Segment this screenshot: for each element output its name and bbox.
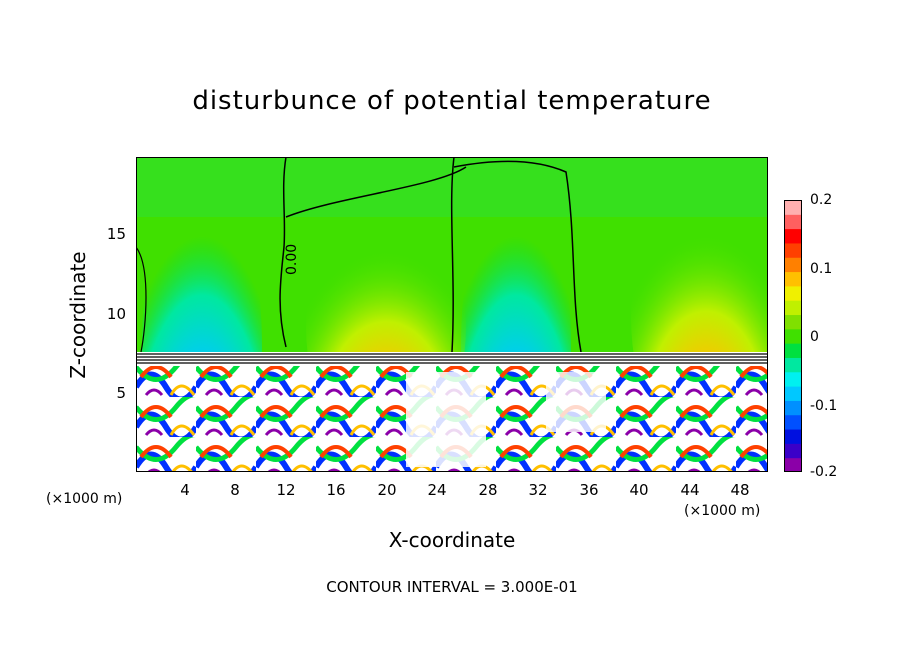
x-unit-label: (×1000 m) xyxy=(684,503,761,519)
colorbar-frame xyxy=(784,200,802,472)
x-tick-label: 40 xyxy=(629,481,649,499)
y-tick-label: 10 xyxy=(106,305,126,323)
zero-contour-2 xyxy=(450,157,455,353)
colorbar-tick: -0.1 xyxy=(810,398,838,414)
colorbar-swatch xyxy=(784,285,802,301)
contour-plot: 0.00 xyxy=(136,157,768,472)
contour-label-0: 0.00 xyxy=(284,244,300,275)
colorbar-swatch xyxy=(784,457,802,473)
colorbar-tick: -0.2 xyxy=(810,464,838,480)
colorbar-tick: 0.1 xyxy=(810,261,833,277)
x-tick-label: 8 xyxy=(230,481,240,499)
colorbar-swatch xyxy=(784,271,802,287)
colorbar-tick: 0.2 xyxy=(810,192,833,208)
x-tick-label: 24 xyxy=(427,481,447,499)
colorbar-swatch xyxy=(784,414,802,430)
colorbar-swatch xyxy=(784,242,802,258)
y-tick-label: 5 xyxy=(116,384,126,402)
contour-interval-note: CONTOUR INTERVAL = 3.000E-01 xyxy=(326,578,578,596)
x-tick-label: 12 xyxy=(276,481,296,499)
x-tick-label: 16 xyxy=(326,481,346,499)
x-tick-label: 48 xyxy=(730,481,750,499)
colorbar-swatch xyxy=(784,443,802,459)
chart-title: disturbunce of potential temperature xyxy=(192,86,712,116)
x-axis-label: X-coordinate xyxy=(388,528,516,552)
plot-area: 0.00 xyxy=(136,157,768,472)
colorbar-tick: 0 xyxy=(810,329,819,345)
x-tick-label: 20 xyxy=(377,481,397,499)
colorbar-swatch xyxy=(784,371,802,387)
plot-frame xyxy=(136,157,768,472)
colorbar xyxy=(784,200,802,473)
zero-contour-1 xyxy=(279,157,287,348)
colorbar-swatch xyxy=(784,357,802,373)
y-unit-label: (×1000 m) xyxy=(46,491,123,507)
x-tick-label: 44 xyxy=(680,481,700,499)
colorbar-swatch xyxy=(784,429,802,444)
y-axis-label: Z-coordinate xyxy=(66,251,90,379)
colorbar-swatch xyxy=(784,314,802,330)
x-tick-label: 28 xyxy=(478,481,498,499)
colorbar-swatch xyxy=(784,257,802,273)
colorbar-swatch xyxy=(784,228,802,244)
colorbar-swatch xyxy=(784,300,802,316)
colorbar-swatch xyxy=(784,200,802,215)
colorbar-swatch xyxy=(784,214,802,230)
y-tick-label: 15 xyxy=(106,225,126,243)
colorbar-swatch xyxy=(784,386,802,401)
x-tick-label: 32 xyxy=(528,481,548,499)
colorbar-swatch xyxy=(784,400,802,416)
x-tick-label: 4 xyxy=(180,481,190,499)
colorbar-swatch xyxy=(784,343,802,358)
colorbar-swatches xyxy=(784,200,802,473)
colorbar-swatch xyxy=(784,328,802,344)
x-tick-label: 36 xyxy=(579,481,599,499)
